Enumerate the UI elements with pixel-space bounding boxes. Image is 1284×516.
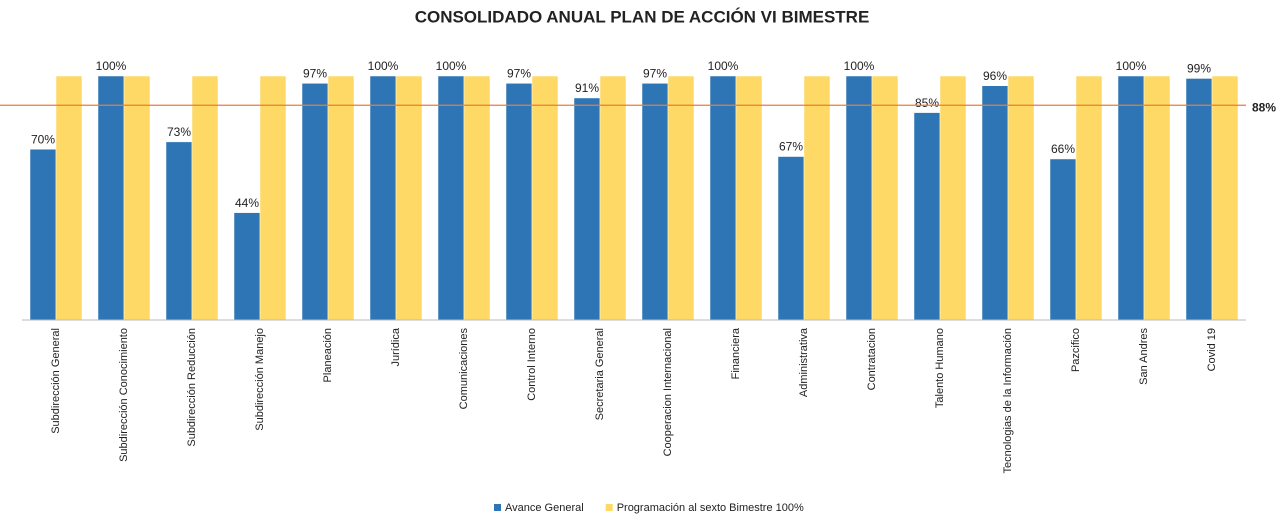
x-tick-label: Financiera bbox=[730, 327, 742, 379]
x-tick-label: Covid 19 bbox=[1206, 328, 1218, 371]
value-label: 97% bbox=[303, 66, 327, 80]
bar bbox=[1143, 75, 1171, 321]
bar bbox=[123, 75, 151, 321]
bar bbox=[55, 75, 83, 321]
bar bbox=[369, 75, 397, 321]
legend-label: Avance General bbox=[505, 502, 584, 514]
bar bbox=[1075, 75, 1103, 321]
value-label: 73% bbox=[167, 125, 191, 139]
bar bbox=[301, 83, 329, 321]
x-tick-label: Pazcifico bbox=[1070, 328, 1082, 372]
value-label: 99% bbox=[1187, 62, 1211, 76]
bar bbox=[1007, 75, 1035, 321]
x-tick-label: Subdirección Manejo bbox=[254, 328, 266, 431]
value-label: 66% bbox=[1051, 142, 1075, 156]
x-tick-label: Subdirección General bbox=[50, 328, 62, 434]
bar bbox=[913, 112, 941, 321]
value-label: 100% bbox=[368, 59, 399, 73]
bar bbox=[29, 148, 57, 321]
bar bbox=[735, 75, 763, 321]
x-tick-label: Subdirección Conocimiento bbox=[118, 328, 130, 462]
x-tick-label: Comunicaciones bbox=[458, 328, 470, 410]
bar bbox=[463, 75, 491, 321]
x-tick-label: Secretaria General bbox=[594, 328, 606, 420]
reference-label: 88% bbox=[1252, 100, 1276, 114]
x-tick-label: Planeación bbox=[322, 328, 334, 382]
x-tick-label: Cooperacion Internacional bbox=[662, 328, 674, 456]
bar bbox=[97, 75, 125, 321]
x-tick-label: Talento Humano bbox=[934, 328, 946, 408]
bar bbox=[803, 75, 831, 321]
value-label: 96% bbox=[983, 69, 1007, 83]
bar bbox=[327, 75, 355, 321]
bar bbox=[667, 75, 695, 321]
value-label: 100% bbox=[436, 59, 467, 73]
legend-swatch bbox=[605, 504, 613, 511]
value-label: 70% bbox=[31, 132, 55, 146]
bar bbox=[981, 85, 1009, 321]
legend-label: Programación al sexto Bimestre 100% bbox=[617, 502, 804, 514]
value-label: 100% bbox=[1116, 59, 1147, 73]
value-label: 100% bbox=[96, 59, 127, 73]
bar bbox=[531, 75, 559, 321]
value-label: 67% bbox=[779, 140, 803, 154]
value-label: 97% bbox=[643, 66, 667, 80]
bar bbox=[599, 75, 627, 321]
value-label: 44% bbox=[235, 196, 259, 210]
bar bbox=[573, 97, 601, 321]
bar bbox=[845, 75, 873, 321]
value-label: 85% bbox=[915, 96, 939, 110]
chart-title: CONSOLIDADO ANUAL PLAN DE ACCIÓN VI BIME… bbox=[415, 7, 870, 26]
bar bbox=[505, 83, 533, 321]
value-label: 97% bbox=[507, 66, 531, 80]
bar bbox=[233, 212, 261, 321]
legend-swatch bbox=[494, 504, 501, 511]
x-tick-label: San Andres bbox=[1138, 328, 1150, 385]
bar bbox=[777, 156, 805, 321]
x-tick-label: Subdirección Reducción bbox=[186, 328, 198, 447]
x-tick-label: Tecnologias de la Información bbox=[1002, 328, 1014, 474]
x-tick-label: Control Interno bbox=[526, 328, 538, 401]
bar bbox=[871, 75, 899, 321]
bar bbox=[1049, 158, 1077, 321]
bar bbox=[641, 83, 669, 321]
bar bbox=[437, 75, 465, 321]
value-label: 100% bbox=[844, 59, 875, 73]
bar bbox=[259, 75, 287, 321]
bar bbox=[1211, 75, 1239, 321]
bar bbox=[709, 75, 737, 321]
bar bbox=[191, 75, 219, 321]
bar bbox=[1117, 75, 1145, 321]
x-tick-label: Jurídica bbox=[390, 327, 402, 366]
bar bbox=[165, 141, 193, 321]
x-tick-label: Administrativa bbox=[798, 327, 810, 397]
x-tick-label: Contratacion bbox=[866, 328, 878, 390]
bar bbox=[939, 75, 967, 321]
bar bbox=[1185, 78, 1213, 321]
value-label: 91% bbox=[575, 81, 599, 95]
value-label: 100% bbox=[708, 59, 739, 73]
bar bbox=[395, 75, 423, 321]
